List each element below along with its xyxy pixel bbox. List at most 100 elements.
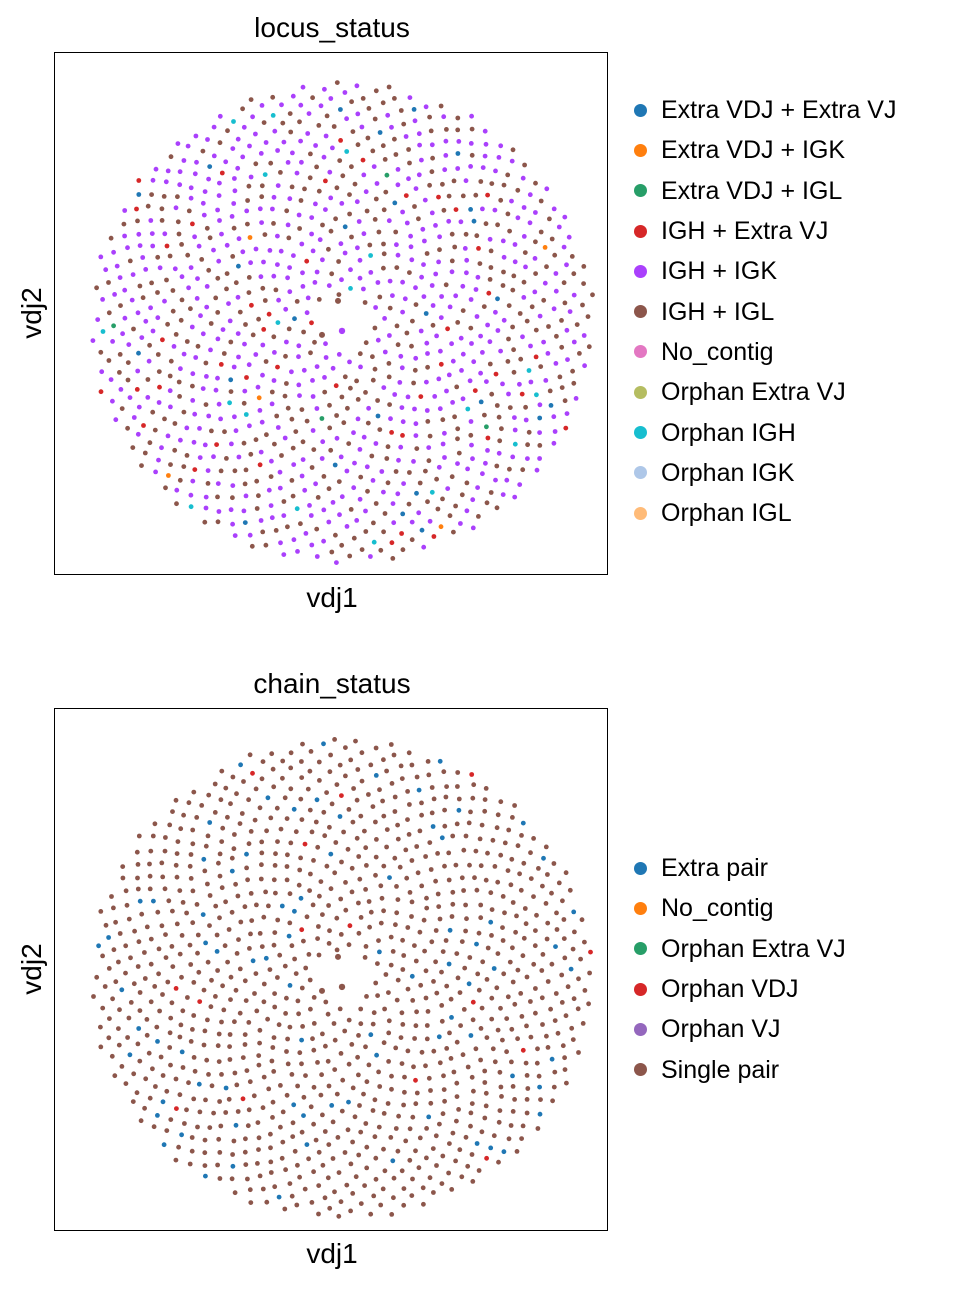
scatter-point bbox=[307, 888, 312, 893]
scatter-point bbox=[470, 795, 476, 801]
y-axis-label: vdj2 bbox=[16, 287, 47, 339]
scatter-point bbox=[175, 141, 181, 146]
scatter-point bbox=[381, 813, 387, 819]
scatter-point bbox=[511, 273, 517, 279]
scatter-point bbox=[194, 296, 200, 301]
scatter-point bbox=[275, 975, 280, 980]
scatter-point bbox=[506, 391, 511, 397]
scatter-point bbox=[304, 914, 310, 920]
scatter-point bbox=[187, 863, 193, 869]
scatter-point bbox=[235, 1109, 241, 1114]
legend-marker bbox=[634, 224, 647, 238]
scatter-point bbox=[231, 201, 237, 206]
scatter-point bbox=[563, 425, 569, 431]
scatter-point bbox=[263, 955, 269, 961]
scatter-point bbox=[286, 933, 292, 939]
scatter-point bbox=[191, 439, 197, 445]
scatter-point bbox=[407, 802, 412, 807]
scatter-point bbox=[431, 1048, 437, 1054]
scatter-point bbox=[487, 236, 493, 242]
scatter-point bbox=[103, 922, 109, 928]
scatter-point bbox=[560, 898, 565, 904]
scatter-point bbox=[277, 469, 283, 475]
scatter-point bbox=[296, 354, 301, 360]
scatter-point bbox=[314, 554, 320, 559]
scatter-point bbox=[364, 1165, 370, 1171]
scatter-point bbox=[534, 912, 539, 918]
scatter-point bbox=[147, 440, 153, 446]
scatter-point bbox=[179, 1132, 184, 1138]
scatter-point bbox=[223, 1085, 229, 1091]
scatter-point bbox=[553, 288, 559, 294]
scatter-point bbox=[485, 945, 491, 951]
scatter-point bbox=[298, 855, 303, 861]
scatter-point bbox=[404, 220, 410, 226]
scatter-point bbox=[225, 959, 231, 965]
scatter-point bbox=[149, 192, 154, 198]
scatter-point bbox=[197, 426, 202, 431]
scatter-point bbox=[368, 762, 374, 768]
scatter-point bbox=[248, 1200, 254, 1205]
scatter-point bbox=[312, 339, 317, 345]
scatter-point bbox=[456, 796, 462, 802]
scatter-point bbox=[217, 218, 222, 223]
scatter-point bbox=[203, 505, 209, 511]
scatter-point bbox=[395, 342, 401, 348]
scatter-point bbox=[137, 898, 143, 904]
scatter-point bbox=[242, 978, 248, 984]
scatter-point bbox=[230, 254, 236, 259]
scatter-point bbox=[375, 280, 381, 285]
scatter-point bbox=[392, 809, 398, 814]
scatter-point bbox=[384, 456, 390, 461]
scatter-point bbox=[190, 383, 195, 389]
scatter-point bbox=[228, 974, 234, 980]
scatter-point bbox=[270, 113, 276, 118]
scatter-point bbox=[223, 159, 229, 165]
scatter-point bbox=[423, 468, 428, 474]
scatter-point bbox=[155, 1113, 160, 1118]
scatter-point bbox=[526, 429, 532, 435]
scatter-point bbox=[363, 189, 369, 195]
scatter-point bbox=[269, 389, 275, 395]
scatter-point bbox=[571, 292, 577, 298]
scatter-point bbox=[301, 938, 306, 944]
scatter-point bbox=[545, 979, 551, 984]
scatter-point bbox=[422, 238, 427, 244]
scatter-point bbox=[111, 249, 116, 255]
legend-label: Extra pair bbox=[661, 854, 768, 883]
scatter-point bbox=[204, 304, 210, 310]
scatter-point bbox=[441, 114, 447, 120]
scatter-point bbox=[368, 1032, 374, 1038]
scatter-point bbox=[498, 143, 504, 149]
scatter-point bbox=[499, 1094, 504, 1099]
scatter-point bbox=[194, 902, 200, 907]
scatter-point bbox=[330, 1119, 336, 1125]
scatter-point bbox=[372, 1134, 378, 1140]
scatter-point bbox=[370, 804, 376, 809]
scatter-point bbox=[409, 1193, 415, 1198]
scatter-point bbox=[307, 807, 313, 813]
scatter-point bbox=[368, 554, 373, 559]
scatter-point bbox=[534, 467, 540, 473]
scatter-point bbox=[363, 390, 368, 395]
scatter-point bbox=[192, 411, 198, 417]
scatter-point bbox=[308, 350, 313, 356]
scatter-point bbox=[218, 416, 224, 422]
legend-marker bbox=[634, 982, 647, 996]
scatter-point bbox=[314, 269, 320, 275]
scatter-point bbox=[170, 288, 176, 293]
scatter-point bbox=[532, 943, 538, 949]
scatter-point bbox=[376, 229, 382, 235]
scatter-point bbox=[437, 247, 442, 253]
scatter-point bbox=[154, 1024, 160, 1030]
scatter-point bbox=[311, 858, 316, 863]
scatter-point bbox=[198, 313, 203, 319]
scatter-point bbox=[552, 1069, 558, 1075]
scatter-point bbox=[242, 520, 248, 525]
scatter-point bbox=[107, 1016, 112, 1021]
scatter-point bbox=[502, 840, 508, 846]
scatter-point bbox=[297, 119, 302, 125]
legend-marker bbox=[634, 1022, 647, 1036]
scatter-point bbox=[123, 888, 129, 894]
scatter-point bbox=[110, 996, 115, 1002]
